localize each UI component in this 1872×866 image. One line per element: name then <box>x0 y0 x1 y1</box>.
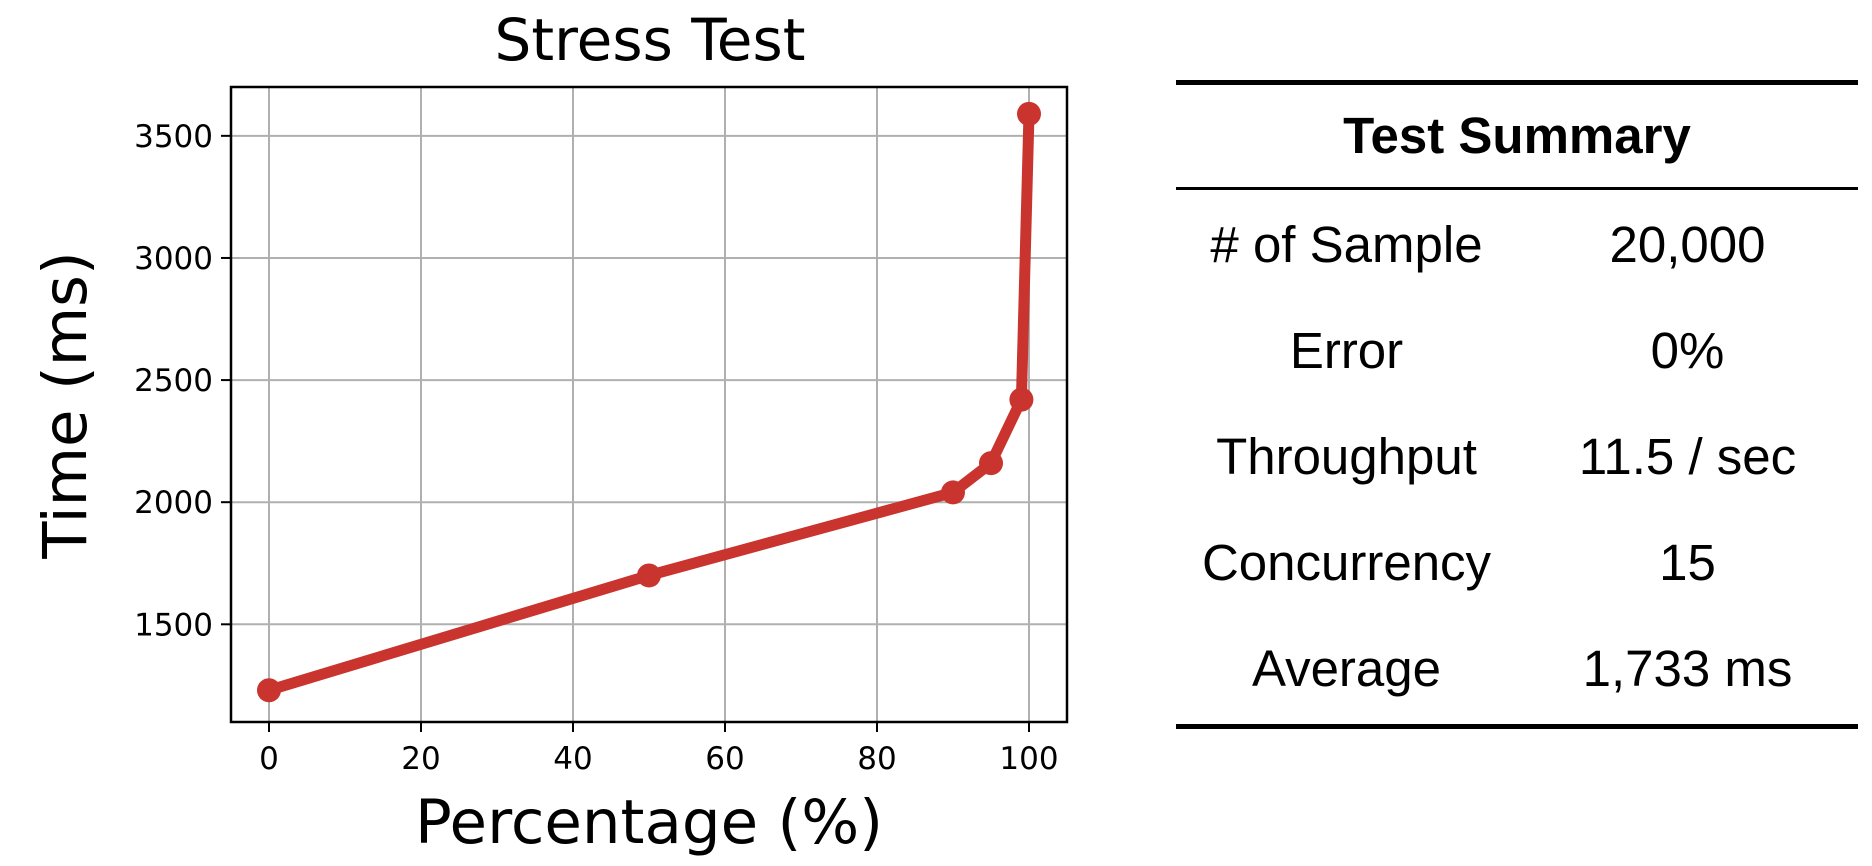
series-line <box>263 108 1035 696</box>
row-value: 20,000 <box>1609 215 1766 273</box>
table-bottom-rule <box>1176 724 1858 729</box>
x-tick-label: 0 <box>259 741 279 777</box>
y-tick-label: 2500 <box>134 363 213 399</box>
y-axis-label: Time (ms) <box>30 251 101 559</box>
row-value: 0% <box>1650 321 1725 379</box>
table-top-rule <box>1176 80 1858 85</box>
row-value: 11.5 / sec <box>1578 427 1797 485</box>
y-tick-label: 3000 <box>134 241 213 277</box>
data-point <box>257 678 281 703</box>
x-tick-label: 20 <box>401 741 440 777</box>
x-tick-label: 100 <box>999 741 1058 777</box>
x-tick-label: 80 <box>857 741 896 777</box>
table-row: Error 0% <box>1176 297 1858 403</box>
data-point <box>979 451 1003 476</box>
row-value: 15 <box>1659 533 1716 591</box>
row-label: # of Sample <box>1210 215 1483 273</box>
summary-title: Test Summary <box>1343 107 1691 164</box>
data-point <box>941 480 965 505</box>
data-point <box>1009 387 1034 412</box>
row-label: Average <box>1251 639 1442 697</box>
x-axis-label: Percentage (%) <box>415 787 883 858</box>
x-tick-label: 60 <box>705 741 744 777</box>
row-label: Error <box>1289 321 1404 379</box>
table-row: # of Sample 20,000 <box>1176 191 1858 297</box>
data-point <box>1017 101 1041 126</box>
axis-ticks: 0 20 40 60 80 100 1500 2000 2500 3000 3500 <box>134 119 1058 777</box>
y-tick-label: 3500 <box>134 119 213 155</box>
table-row: Average 1,733 ms <box>1176 615 1858 721</box>
plot-frame <box>229 85 1069 724</box>
stress-test-chart: Stress Test 0 20 40 60 80 100 1500 2000 2500 3000… <box>30 6 1069 858</box>
data-point <box>637 563 661 588</box>
y-tick-label: 1500 <box>134 607 213 643</box>
row-label: Concurrency <box>1201 533 1492 591</box>
table-header-rule <box>1176 187 1858 190</box>
test-summary-table: Test Summary # of Sample 20,000 Error 0%… <box>1176 80 1858 729</box>
data-series <box>257 101 1041 703</box>
row-value: 1,733 ms <box>1582 639 1793 697</box>
table-row: Throughput 11.5 / sec <box>1176 403 1858 509</box>
grid-lines <box>231 87 1067 722</box>
y-tick-label: 2000 <box>134 485 213 521</box>
row-label: Throughput <box>1216 427 1477 485</box>
x-tick-label: 40 <box>553 741 592 777</box>
table-row: Concurrency 15 <box>1176 509 1858 615</box>
chart-title: Stress Test <box>495 6 806 74</box>
